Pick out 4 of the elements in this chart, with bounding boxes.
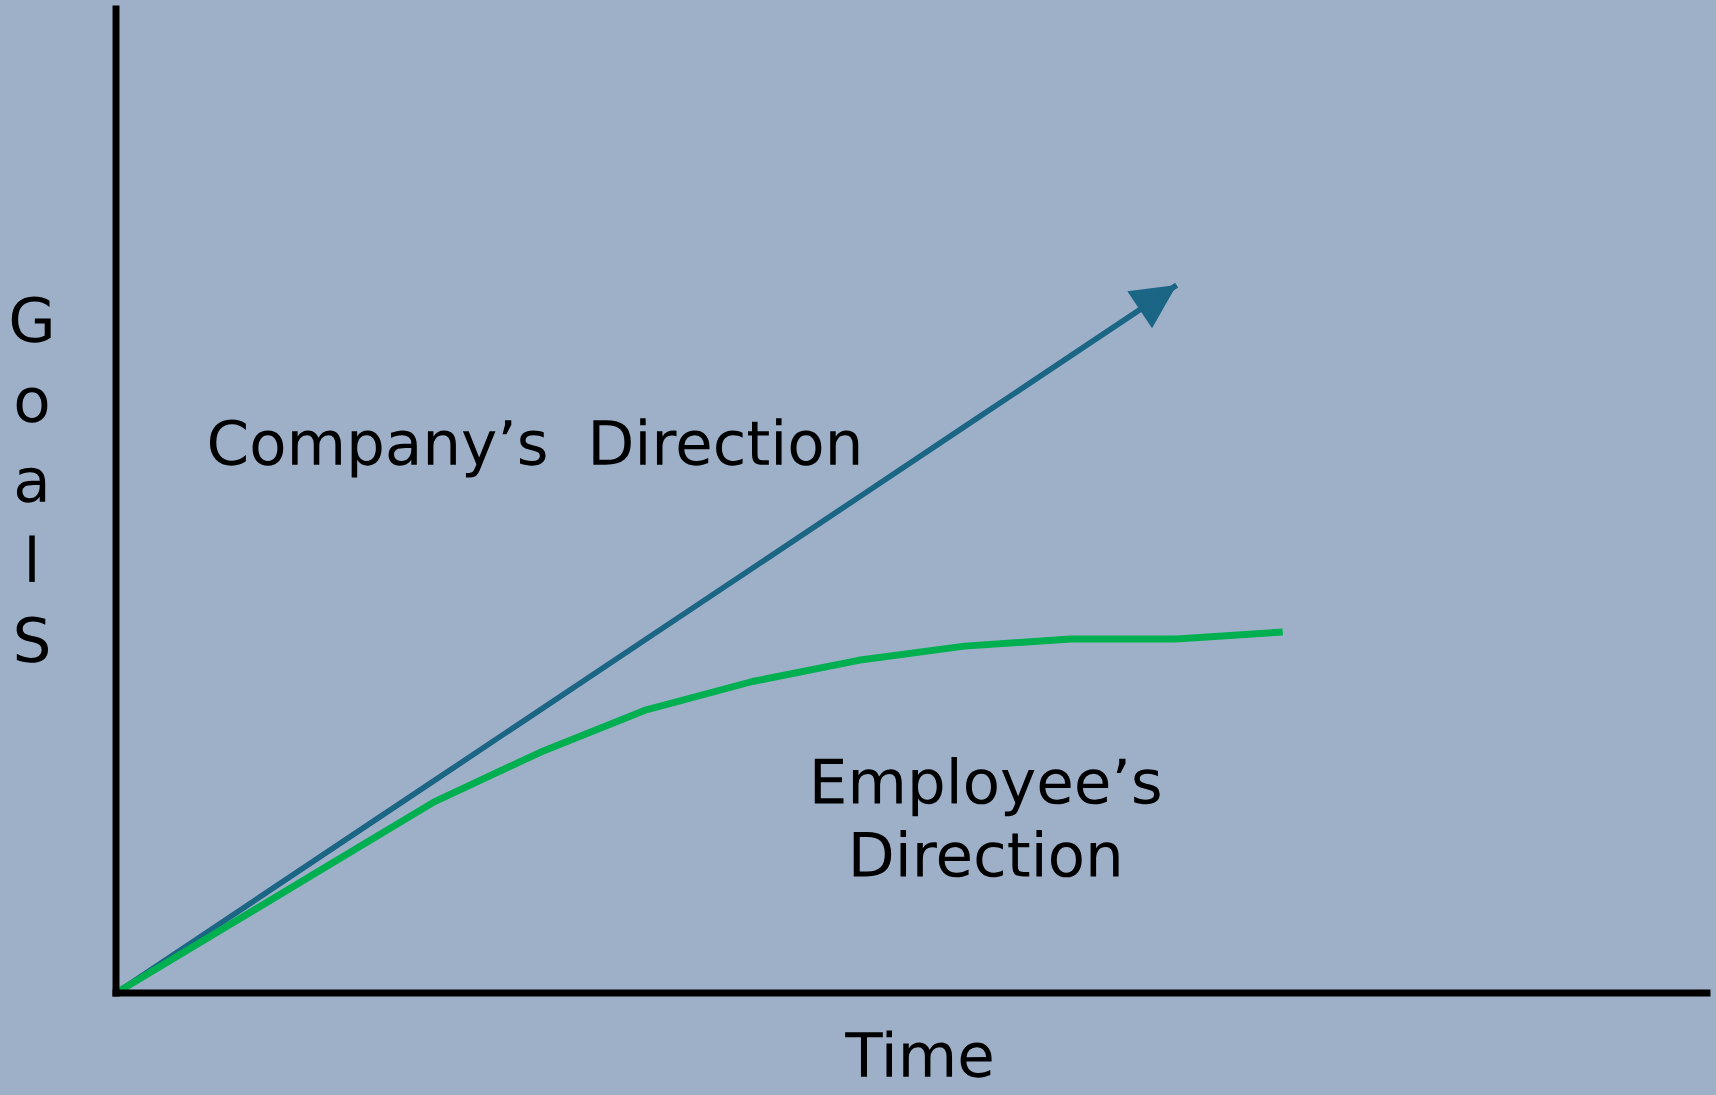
y-axis-title: GoalS <box>11 296 51 663</box>
series-label: Company’s Direction <box>209 418 859 478</box>
series-label: Employee’s Direction <box>814 756 1160 878</box>
x-axis-title: Time <box>845 1030 992 1078</box>
